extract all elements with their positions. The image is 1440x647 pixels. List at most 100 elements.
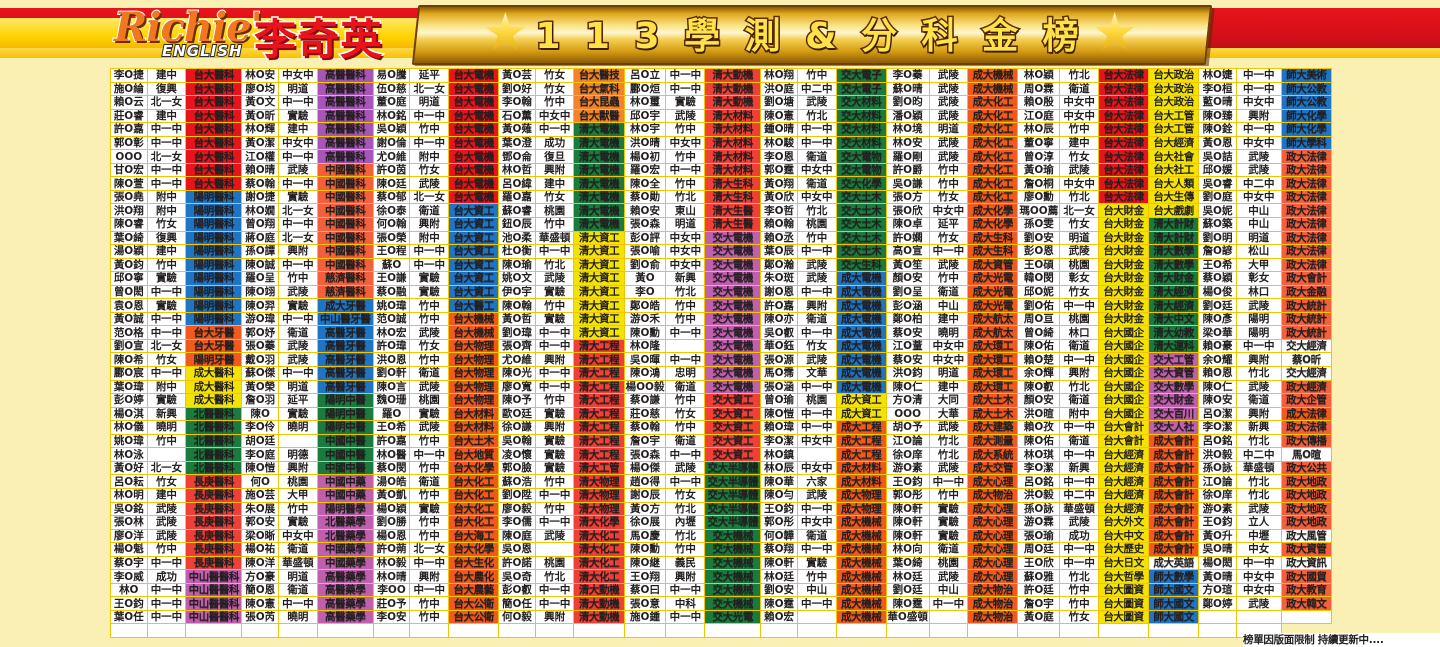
department-badge: 台大政治 — [1148, 68, 1200, 83]
department-badge: 交大人社 — [1148, 420, 1200, 435]
school-name-cell: 新興 — [146, 406, 187, 422]
department-badge: 中國醫科 — [316, 176, 374, 191]
school-name-cell: 武陵 — [146, 528, 187, 544]
student-name-cell: 陳O卓 — [885, 217, 930, 232]
school-name-cell — [796, 623, 837, 638]
department-badge: 馬O暄 — [1280, 447, 1333, 462]
school-name-cell: 北一女 — [146, 338, 187, 354]
school-name-cell: 實驗 — [928, 515, 969, 530]
student-name-cell: 劉O庭 — [1198, 189, 1237, 205]
department-badge: 中山醫醫科 — [185, 596, 243, 611]
department-badge: 政大法律 — [1280, 217, 1333, 232]
school-name-cell: 內壢 — [665, 515, 706, 530]
department-badge: 清大計財 — [1148, 217, 1200, 232]
student-name-cell: 呂O銘 — [1198, 433, 1237, 449]
table-row: 陳O希 竹女 陽明牙醫 戴O羽 武陵 高醫牙醫 洪O恩 竹中 台大物理 尤O維 興附 清大工程 吳O暉中… — [110, 352, 1333, 368]
student-name-cell: 何O毅 — [498, 609, 536, 625]
student-name-cell: 林O毅 — [372, 555, 411, 571]
department-badge: 中國醫科 — [316, 203, 374, 218]
department-badge: 清大工程 — [573, 406, 625, 422]
school-name-cell: 竹中 — [665, 420, 706, 435]
department-badge: 台大法律 — [1097, 95, 1150, 110]
footer-note: 榜單因版面限制 持續更新中.... — [1243, 633, 1440, 647]
department-badge: 台大昆蟲 — [573, 95, 625, 110]
school-name-cell: 竹中 — [409, 609, 450, 625]
school-name-cell: 武陵 — [1235, 596, 1282, 611]
student-name-cell: 林O辰 — [760, 460, 798, 476]
table-row: 劉O宣 北一女 台大牙醫 張O蓁 武陵 高醫牙醫 許O瑋 竹女 台大物理 張O齊 中一中 清大工程 林O… — [110, 338, 1333, 354]
department-badge: 交大電機 — [704, 244, 762, 259]
student-name-cell: 劉O好 — [498, 81, 536, 97]
school-name-cell: 武陵 — [1059, 244, 1099, 259]
department-badge: 清大資工 — [573, 325, 625, 340]
student-name-cell: 劉O塘 — [760, 95, 798, 110]
school-name-cell: 衛道 — [796, 528, 837, 544]
student-name-cell: 呂O立 — [623, 68, 667, 83]
department-badge: 清大計財 — [1148, 230, 1200, 246]
student-name-cell: 戴O羽 — [241, 352, 279, 368]
school-name-cell: 明道 — [409, 95, 450, 110]
department-badge: 台大公衛 — [448, 609, 500, 625]
student-name-cell: 蔡O安 — [885, 325, 930, 340]
department-badge: 陽明醫科 — [185, 298, 243, 313]
school-name-cell: 新興 — [1059, 460, 1099, 476]
brand-logo[interactable]: Richie's ENGLISH 李奇英文 — [104, 3, 404, 66]
student-name-cell: 林O安 — [241, 68, 279, 83]
student-name-cell: 林O駿 — [760, 135, 798, 151]
school-name-cell: 竹中 — [277, 501, 318, 517]
school-name-cell: 竹中 — [534, 298, 575, 313]
department-badge: 台大化工 — [448, 515, 500, 530]
student-name-cell: 余O輝 — [1017, 366, 1061, 381]
student-name-cell: 吳O睿 — [1198, 176, 1237, 191]
school-name-cell: 中一中 — [1059, 555, 1099, 571]
student-name-cell: 蔡O閔 — [372, 460, 411, 476]
school-name-cell — [665, 623, 706, 638]
department-badge: 成大資工 — [835, 393, 887, 408]
department-badge: 交大電機 — [704, 230, 762, 246]
school-name-cell: 竹中 — [277, 271, 318, 286]
school-name-cell — [665, 338, 706, 354]
department-badge: 政大法律 — [1280, 162, 1333, 178]
student-name-cell: 蘇O傑 — [241, 366, 279, 381]
student-name-cell: 陳O瑜 — [498, 257, 536, 273]
department-badge: 成大法律 — [1280, 406, 1333, 422]
student-name-cell: 江O論 — [1198, 474, 1237, 489]
department-badge: 交大土木 — [835, 230, 887, 246]
school-name-cell: 竹女 — [1059, 217, 1099, 232]
school-name-cell: 中女中 — [796, 515, 837, 530]
department-badge: 交大電物 — [835, 149, 887, 164]
student-name-cell: 蔡O曰 — [623, 582, 667, 598]
table-row: 莊O睿 建中 台大醫科 黃O昕 實驗 高醫醫科 林O銘 中一中 台大電機 石O薰 中女中 台大獸醫 邱O… — [110, 108, 1333, 124]
table-row: 袁O恩 實驗 陽明醫科 陳O羿 實驗 成大牙醫 姚O瑋 竹中 台大醫工 陳O翰 竹中 清大資工 鄭O皓竹… — [110, 298, 1333, 313]
department-badge: 清大工程 — [573, 433, 625, 449]
school-name-cell — [534, 542, 575, 557]
table-row: 施O綸 復興 台大醫科 廖O均 明道 高醫醫科 伍O慈 北一女 台大電機 劉O好 竹女 台大氣科 酈O烜… — [110, 81, 1333, 97]
school-name-cell: 實驗 — [534, 460, 575, 476]
student-name-cell: 黃O凱 — [372, 487, 411, 503]
department-badge: 成大醫科 — [185, 366, 243, 381]
department-badge: 成大工程 — [835, 447, 887, 462]
school-name-cell: 桃園 — [409, 393, 450, 408]
department-badge: 政大地政 — [1280, 474, 1333, 489]
department-badge: 高醫牙醫 — [316, 366, 374, 381]
student-name-cell: 呂O緯 — [498, 176, 536, 191]
department-badge: 台大工管 — [1148, 108, 1200, 124]
student-name-cell: 廖O勳 — [1017, 189, 1061, 205]
student-name-cell: 張O喻 — [623, 244, 667, 259]
department-badge: 清大材料 — [704, 122, 762, 137]
school-name-cell: 竹中 — [928, 176, 969, 191]
student-name-cell: 孫O雯 — [1017, 217, 1061, 232]
department-badge: 清大電機 — [573, 135, 625, 151]
school-name-cell: 彰女 — [1059, 271, 1099, 286]
department-badge: 清大電機 — [573, 122, 625, 137]
gold-list-page: Richie's ENGLISH 李奇英文 1 1 3 學 測 & 分 科 金 … — [0, 3, 1440, 647]
student-name-cell: 蔡O翰 — [623, 420, 667, 435]
school-name-cell: 武陵 — [146, 501, 187, 517]
school-name-cell: 竹中 — [409, 596, 450, 611]
student-name-cell: 邱O媛 — [1198, 162, 1237, 178]
school-name-cell: 大華 — [928, 406, 969, 422]
student-name-cell: 許O嫻 — [885, 230, 930, 246]
student-name-cell: 葉O綺 — [885, 555, 930, 571]
department-badge: 交大電子 — [835, 81, 887, 97]
department-badge: 台大財金 — [1097, 217, 1150, 232]
